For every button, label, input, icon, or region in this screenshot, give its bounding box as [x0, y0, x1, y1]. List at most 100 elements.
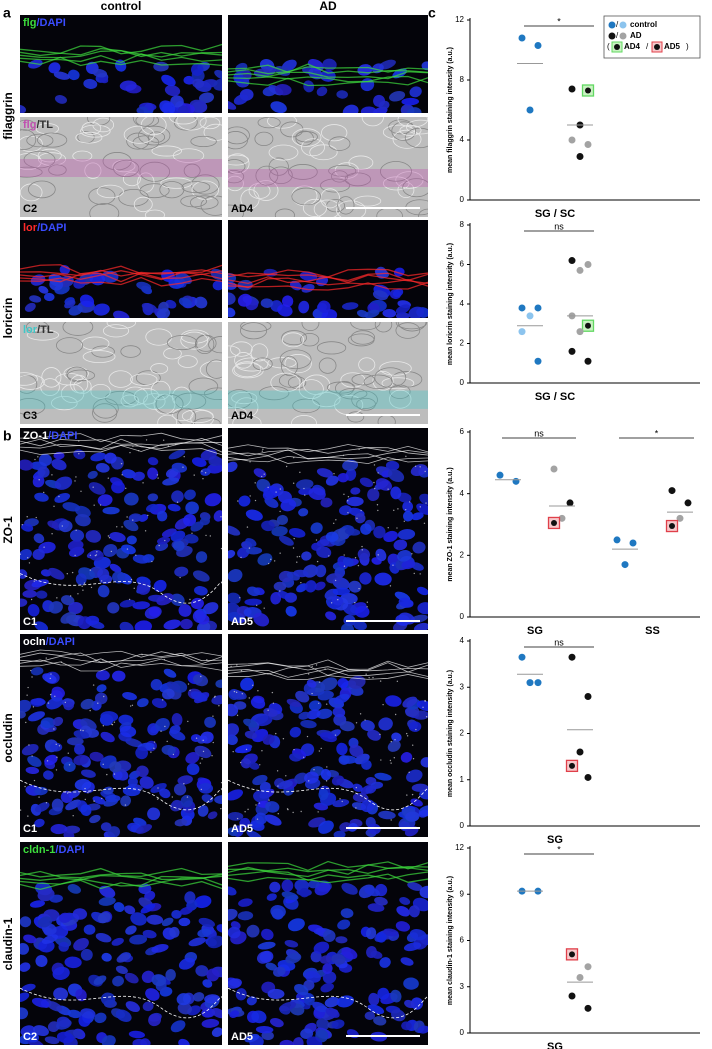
nucleus [113, 902, 125, 912]
speck [111, 723, 113, 726]
speck [32, 706, 35, 708]
speck [30, 669, 32, 672]
micrograph [20, 634, 222, 837]
nucleus [389, 91, 406, 102]
cell-outline [120, 394, 140, 408]
speck [80, 490, 82, 493]
cell-outline [339, 387, 368, 400]
speck [156, 474, 159, 476]
nucleus [157, 536, 171, 545]
nucleus [58, 912, 72, 923]
nucleus [376, 931, 387, 943]
nucleus [100, 731, 115, 743]
nucleus [396, 906, 410, 917]
nucleus [300, 1028, 314, 1039]
speck [110, 550, 113, 553]
speck [26, 694, 28, 696]
stain-band [228, 169, 428, 187]
cell-outline [328, 136, 351, 151]
nucleus [365, 785, 377, 794]
nucleus [146, 914, 164, 925]
nucleus [161, 744, 176, 756]
speck [164, 725, 166, 728]
significance-label: * [655, 428, 659, 438]
cell-outline [381, 377, 415, 390]
nucleus [352, 792, 369, 803]
nucleus [279, 1001, 297, 1012]
speck [368, 677, 370, 679]
data-point [550, 465, 558, 473]
nucleus [73, 937, 89, 951]
nucleus [80, 698, 95, 710]
speck [137, 449, 140, 452]
nucleus [417, 1025, 428, 1034]
speck [35, 516, 37, 519]
nucleus [264, 814, 282, 826]
nucleus [294, 772, 308, 784]
speck [354, 557, 357, 559]
speck [58, 495, 60, 498]
cell-outline [138, 125, 171, 146]
speck [93, 504, 95, 506]
nucleus [190, 63, 204, 76]
stain-label: lor/TL [23, 324, 54, 336]
nucleus [191, 457, 207, 467]
nucleus [20, 104, 27, 113]
data-point [518, 328, 526, 336]
nucleus [228, 734, 238, 746]
speck [255, 804, 257, 806]
speck [267, 562, 270, 565]
nucleus [102, 506, 120, 515]
speck [396, 527, 398, 529]
cell-outline [193, 417, 221, 424]
speck [56, 597, 58, 599]
nucleus [228, 811, 244, 821]
cell-outline [20, 398, 46, 416]
nucleus [319, 955, 332, 964]
label-part: /TL [37, 324, 54, 336]
legend-marker [619, 32, 627, 40]
legend-marker [619, 21, 627, 29]
speck [315, 664, 318, 666]
nucleus [93, 303, 110, 316]
nucleus [359, 572, 372, 585]
nucleus [37, 466, 50, 478]
speck [212, 741, 214, 744]
nucleus [303, 993, 315, 1006]
stain-label: cldn-1/DAPI [23, 844, 85, 856]
nucleus [228, 525, 241, 536]
row-label: occludin [1, 713, 15, 762]
speck [74, 554, 76, 557]
nucleus [190, 597, 204, 610]
nucleus [367, 488, 380, 502]
sample-id: AD5 [231, 616, 253, 628]
y-tick-label: 3 [460, 682, 465, 691]
nucleus [304, 771, 319, 784]
data-point [684, 499, 692, 507]
speck [244, 811, 246, 813]
micrograph [20, 428, 222, 630]
nucleus [279, 535, 294, 546]
nucleus [374, 896, 388, 906]
micrograph [228, 117, 428, 217]
speck [75, 529, 77, 531]
speck [27, 557, 29, 559]
micrograph [228, 322, 428, 424]
data-point [576, 153, 584, 160]
nucleus [211, 1008, 222, 1019]
cell-outline [291, 415, 317, 424]
speck [60, 661, 63, 663]
nucleus [409, 929, 427, 941]
cell-outline [255, 165, 279, 186]
cell-outline [234, 352, 253, 369]
data-point [584, 693, 592, 700]
nucleus [97, 568, 110, 581]
nucleus [337, 919, 351, 930]
speck [249, 495, 251, 497]
panel-letter: b [3, 428, 12, 444]
nucleus [337, 472, 349, 483]
nucleus [285, 606, 297, 617]
speck [248, 547, 251, 549]
nucleus [30, 698, 46, 706]
nucleus [81, 769, 96, 778]
